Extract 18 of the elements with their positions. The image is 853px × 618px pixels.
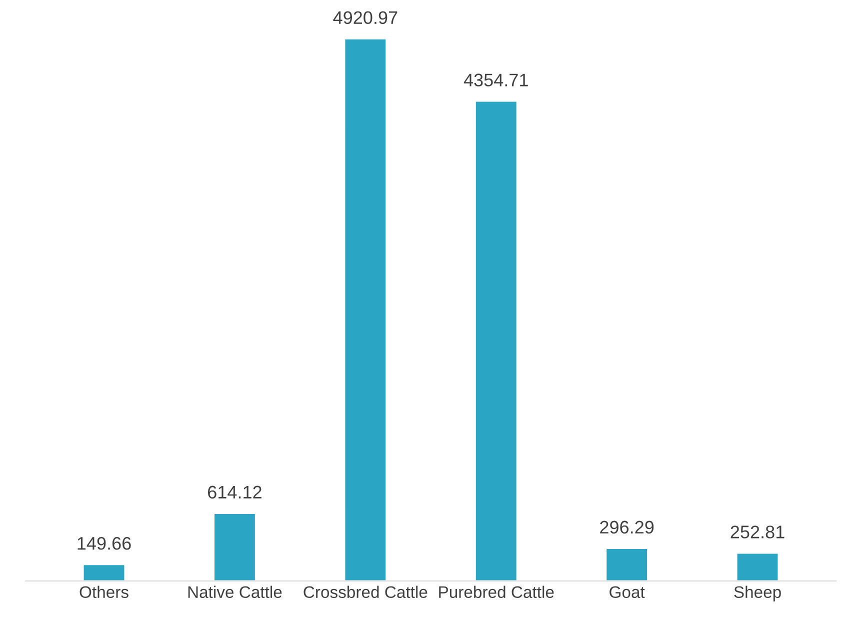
bar xyxy=(474,100,518,581)
data-label: 252.81 xyxy=(730,526,784,538)
x-tick-label: Purebred Cattle xyxy=(439,586,554,598)
bar xyxy=(213,512,256,581)
bar xyxy=(736,552,780,581)
x-tick-label: Crossbred Cattle xyxy=(304,586,428,598)
bar xyxy=(344,38,388,581)
data-label: 4920.97 xyxy=(333,11,398,24)
bar xyxy=(82,564,126,581)
x-tick-label: Sheep xyxy=(734,586,781,602)
bar xyxy=(605,548,648,581)
data-label: 296.29 xyxy=(600,520,654,534)
data-label: 4354.71 xyxy=(464,74,528,86)
x-tick-label: Others xyxy=(80,586,128,598)
x-tick-label: Goat xyxy=(610,586,645,598)
data-label: 149.66 xyxy=(78,536,131,550)
x-tick-label: Native Cattle xyxy=(188,586,282,598)
data-label: 614.12 xyxy=(208,486,262,499)
